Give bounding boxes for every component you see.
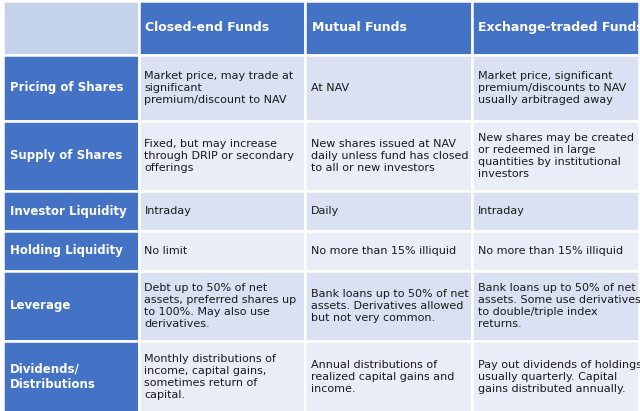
- Text: New shares issued at NAV
daily unless fund has closed
to all or new investors: New shares issued at NAV daily unless fu…: [311, 139, 468, 173]
- Bar: [139, 191, 305, 231]
- Text: Intraday: Intraday: [145, 206, 191, 216]
- Bar: [3, 231, 139, 270]
- Bar: [472, 55, 639, 121]
- Text: Intraday: Intraday: [478, 206, 525, 216]
- Text: Pay out dividends of holdings,
usually quarterly. Capital
gains distributed annu: Pay out dividends of holdings, usually q…: [478, 360, 640, 393]
- Text: Dividends/
Distributions: Dividends/ Distributions: [10, 362, 95, 391]
- Bar: [3, 191, 139, 231]
- Bar: [305, 341, 472, 411]
- Text: Holding Liquidity: Holding Liquidity: [10, 244, 122, 257]
- Bar: [139, 121, 305, 191]
- Bar: [139, 55, 305, 121]
- Bar: [3, 55, 139, 121]
- Text: Annual distributions of
realized capital gains and
income.: Annual distributions of realized capital…: [311, 360, 454, 393]
- Bar: [3, 1, 139, 55]
- Text: Closed-end Funds: Closed-end Funds: [145, 21, 269, 34]
- Text: Market price, significant
premium/discounts to NAV
usually arbitraged away: Market price, significant premium/discou…: [478, 71, 626, 105]
- Text: Leverage: Leverage: [10, 299, 71, 312]
- Text: At NAV: At NAV: [311, 83, 349, 92]
- Text: Investor Liquidity: Investor Liquidity: [10, 205, 126, 217]
- Text: Exchange-traded Funds: Exchange-traded Funds: [479, 21, 640, 34]
- Text: No more than 15% illiquid: No more than 15% illiquid: [311, 246, 456, 256]
- Bar: [139, 270, 305, 341]
- Bar: [472, 1, 639, 55]
- Text: Pricing of Shares: Pricing of Shares: [10, 81, 123, 94]
- Bar: [472, 270, 639, 341]
- Bar: [305, 270, 472, 341]
- Bar: [3, 341, 139, 411]
- Bar: [472, 231, 639, 270]
- Text: Mutual Funds: Mutual Funds: [312, 21, 406, 34]
- Text: No limit: No limit: [145, 246, 188, 256]
- Bar: [3, 270, 139, 341]
- Bar: [305, 231, 472, 270]
- Bar: [305, 55, 472, 121]
- Text: New shares may be created
or redeemed in large
quantities by institutional
inves: New shares may be created or redeemed in…: [478, 133, 634, 179]
- Bar: [305, 1, 472, 55]
- Bar: [3, 121, 139, 191]
- Text: Daily: Daily: [311, 206, 339, 216]
- Text: Bank loans up to 50% of net
assets. Some use derivatives
to double/triple index
: Bank loans up to 50% of net assets. Some…: [478, 283, 640, 329]
- Bar: [139, 341, 305, 411]
- Text: Debt up to 50% of net
assets, preferred shares up
to 100%. May also use
derivati: Debt up to 50% of net assets, preferred …: [145, 283, 296, 329]
- Text: No more than 15% illiquid: No more than 15% illiquid: [478, 246, 623, 256]
- Bar: [305, 191, 472, 231]
- Bar: [472, 191, 639, 231]
- Text: Bank loans up to 50% of net
assets. Derivatives allowed
but not very common.: Bank loans up to 50% of net assets. Deri…: [311, 289, 469, 323]
- Bar: [139, 231, 305, 270]
- Text: Monthly distributions of
income, capital gains,
sometimes return of
capital.: Monthly distributions of income, capital…: [145, 353, 276, 399]
- Bar: [305, 121, 472, 191]
- Text: Market price, may trade at
significant
premium/discount to NAV: Market price, may trade at significant p…: [145, 71, 294, 105]
- Bar: [139, 1, 305, 55]
- Text: Fixed, but may increase
through DRIP or secondary
offerings: Fixed, but may increase through DRIP or …: [145, 139, 294, 173]
- Bar: [472, 341, 639, 411]
- Text: Supply of Shares: Supply of Shares: [10, 150, 122, 162]
- Bar: [472, 121, 639, 191]
